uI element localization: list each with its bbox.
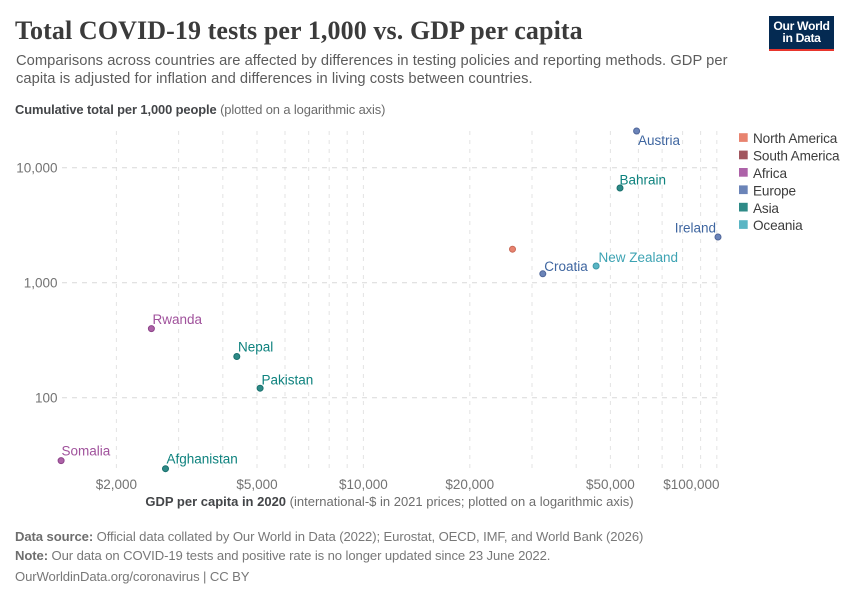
svg-text:Asia: Asia <box>753 201 779 216</box>
svg-text:Oceania: Oceania <box>753 218 803 233</box>
svg-text:Austria: Austria <box>638 133 681 148</box>
svg-text:$5,000: $5,000 <box>236 477 277 492</box>
svg-text:1,000: 1,000 <box>24 275 58 290</box>
svg-text:Croatia: Croatia <box>544 259 588 274</box>
svg-text:Europe: Europe <box>753 183 796 198</box>
svg-text:South America: South America <box>753 149 840 164</box>
svg-text:North America: North America <box>753 131 838 146</box>
svg-text:$20,000: $20,000 <box>445 477 494 492</box>
svg-text:10,000: 10,000 <box>16 160 57 175</box>
svg-text:$10,000: $10,000 <box>339 477 388 492</box>
svg-text:Pakistan: Pakistan <box>262 373 314 388</box>
svg-text:New Zealand: New Zealand <box>599 250 679 265</box>
svg-text:Bahrain: Bahrain <box>620 173 667 188</box>
svg-text:Somalia: Somalia <box>62 444 111 459</box>
svg-text:Afghanistan: Afghanistan <box>167 451 238 466</box>
svg-text:$50,000: $50,000 <box>586 477 635 492</box>
svg-text:$100,000: $100,000 <box>663 477 719 492</box>
svg-text:100: 100 <box>35 390 58 405</box>
svg-text:Nepal: Nepal <box>238 339 273 354</box>
svg-text:Rwanda: Rwanda <box>153 312 203 327</box>
svg-text:Africa: Africa <box>753 166 787 181</box>
svg-text:Ireland: Ireland <box>675 221 716 236</box>
svg-text:GDP per capita in 2020 (intern: GDP per capita in 2020 (international-$ … <box>145 494 633 509</box>
svg-text:$2,000: $2,000 <box>96 477 137 492</box>
